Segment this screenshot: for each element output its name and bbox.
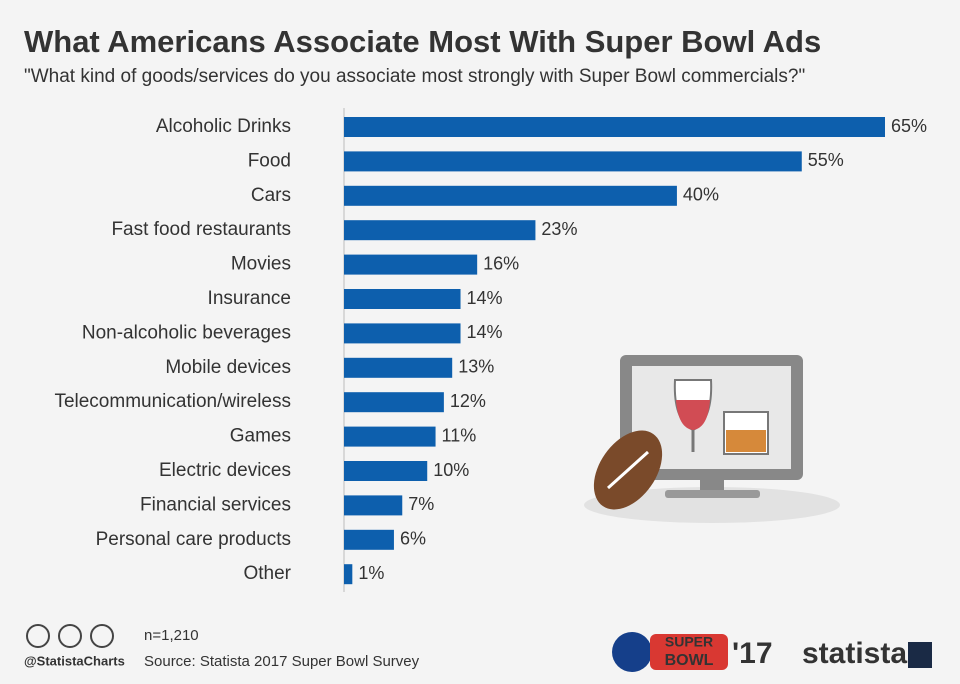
cc-icons — [26, 624, 114, 648]
bar — [344, 461, 428, 481]
value-label: 1% — [358, 563, 384, 583]
category-label: Electric devices — [159, 460, 291, 481]
brand: statista — [802, 637, 907, 670]
bar — [344, 392, 444, 413]
bar — [344, 254, 478, 275]
illustration — [584, 355, 840, 523]
category-label: Mobile devices — [165, 357, 291, 378]
category-label: Telecommunication/wireless — [54, 391, 291, 412]
value-label: 14% — [467, 322, 503, 342]
value-label: 16% — [483, 253, 519, 273]
logo-year: '17 — [732, 637, 773, 670]
value-label: 12% — [450, 391, 486, 411]
value-label: 11% — [442, 425, 477, 445]
value-label: 55% — [808, 150, 844, 170]
value-label: 65% — [891, 116, 927, 136]
category-label: Financial services — [140, 494, 291, 515]
logo-ball — [612, 632, 652, 672]
value-label: 13% — [458, 357, 494, 377]
source: Source: Statista 2017 Super Bowl Survey — [144, 653, 420, 670]
value-label: 7% — [408, 494, 434, 514]
bar — [344, 117, 885, 137]
logo-bottom: BOWL — [665, 652, 714, 669]
category-label: Other — [243, 563, 291, 584]
value-label: 40% — [683, 185, 719, 205]
bar — [344, 323, 461, 344]
bar — [344, 289, 461, 309]
category-label: Personal care products — [96, 529, 291, 550]
category-label: Alcoholic Drinks — [156, 116, 291, 137]
bar — [344, 529, 394, 550]
value-label: 6% — [400, 529, 426, 549]
bar — [344, 426, 436, 447]
bar — [344, 495, 403, 516]
category-label: Movies — [231, 254, 291, 275]
bar — [344, 185, 677, 206]
bar — [344, 151, 802, 172]
category-label: Fast food restaurants — [111, 219, 291, 240]
category-label: Cars — [251, 185, 291, 206]
bar — [344, 220, 536, 241]
handle: @StatistaCharts — [24, 653, 125, 668]
category-label: Food — [248, 150, 291, 171]
category-label: Non-alcoholic beverages — [82, 322, 291, 343]
chart-title: What Americans Associate Most With Super… — [24, 24, 821, 59]
value-label: 14% — [467, 288, 503, 308]
value-label: 10% — [433, 460, 469, 480]
bar — [344, 564, 353, 585]
logo-box — [650, 634, 728, 670]
sample-size: n=1,210 — [144, 627, 199, 644]
brand-icon — [908, 642, 932, 668]
category-label: Games — [230, 426, 291, 447]
bar — [344, 357, 453, 378]
chart-subtitle: "What kind of goods/services do you asso… — [24, 66, 805, 87]
category-label: Insurance — [208, 288, 291, 309]
value-label: 23% — [541, 219, 577, 239]
logo-top: SUPER — [665, 634, 713, 650]
